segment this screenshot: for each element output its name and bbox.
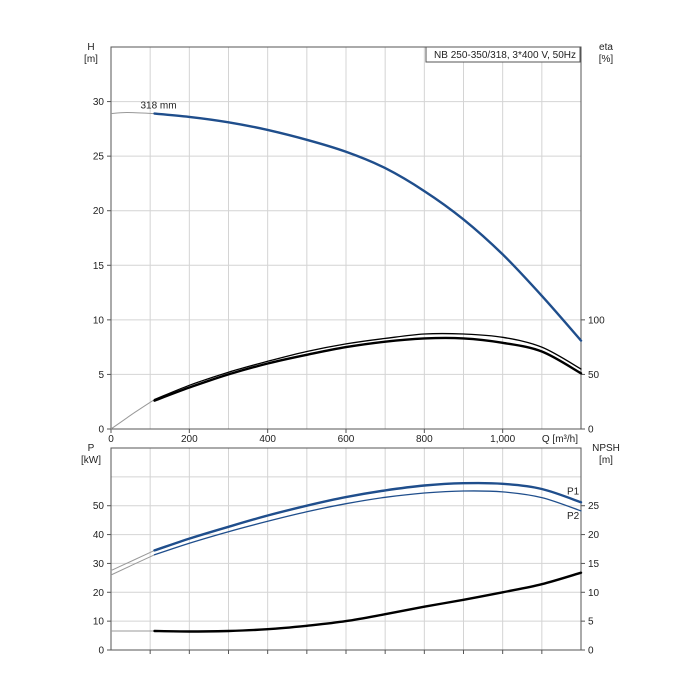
left-axis-label: P	[88, 443, 95, 454]
right-axis-tick-label: 5	[588, 617, 594, 628]
head-efficiency-plot: 0 5 10 15 20 25 30 0 50 100 H[m] eta[%] 0 200 400 600 80…	[84, 42, 613, 445]
left-axis-tick-label: 10	[93, 315, 105, 326]
right-axis-tick-label: 100	[588, 315, 605, 326]
left-axis-tick-label: 20	[93, 206, 105, 217]
right-axis-tick-label: 15	[588, 559, 600, 570]
left-axis-tick-label: 15	[93, 261, 105, 272]
x-axis-tick-label: 800	[416, 434, 433, 445]
x-axis-tick-label: 1,000	[490, 434, 515, 445]
series-extension-line	[110, 549, 155, 572]
left-axis-unit: [kW]	[81, 455, 101, 466]
right-axis-tick-label: 0	[588, 646, 594, 657]
left-axis-tick-label: 5	[98, 370, 104, 381]
x-axis-tick-label: 0	[108, 434, 114, 445]
left-axis-tick-label: 50	[93, 501, 105, 512]
right-axis-unit: [%]	[599, 54, 614, 65]
impeller-diameter-label: 318 mm	[140, 101, 176, 112]
left-axis-tick-label: 0	[98, 646, 104, 657]
left-axis-tick-label: 30	[93, 97, 105, 108]
x-axis-tick-label: 200	[181, 434, 198, 445]
right-axis-tick-label: 50	[588, 370, 600, 381]
right-axis-label: NPSH	[592, 443, 620, 454]
series-label-p2: P2	[567, 511, 580, 522]
series-line	[153, 112, 583, 342]
left-axis-tick-label: 20	[93, 588, 105, 599]
left-axis-tick-label: 0	[98, 425, 104, 436]
right-axis-tick-label: 10	[588, 588, 600, 599]
series-extension-line	[110, 554, 155, 576]
power-npsh-plot: 0 10 20 30 40 50 0 5 10 15 20 25 P[kW] NPSH[m] P1 P2	[81, 443, 620, 657]
title-box: NB 250-350/318, 3*400 V, 50Hz	[425, 46, 581, 63]
series-label-p1: P1	[567, 486, 580, 497]
right-axis-tick-label: 20	[588, 530, 600, 541]
right-axis-unit: [m]	[599, 455, 613, 466]
right-axis-tick-label: 25	[588, 501, 600, 512]
left-axis-tick-label: 30	[93, 559, 105, 570]
right-axis-label: eta	[599, 42, 613, 53]
right-axis-tick-label: 0	[588, 425, 594, 436]
title-box-text: NB 250-350/318, 3*400 V, 50Hz	[434, 50, 576, 61]
series-extension-line	[110, 111, 155, 115]
series-line	[153, 332, 582, 401]
left-axis-unit: [m]	[84, 54, 98, 65]
series-line	[153, 481, 583, 552]
left-axis-tick-label: 10	[93, 617, 105, 628]
left-axis-tick-label: 25	[93, 152, 105, 163]
series-line	[153, 490, 582, 556]
series-line	[153, 571, 583, 633]
x-axis-tick-label: 600	[338, 434, 355, 445]
series-line	[153, 336, 583, 402]
left-axis-label: H	[87, 42, 94, 53]
x-axis-label: Q [m³/h]	[542, 434, 578, 445]
series-extension-line	[110, 399, 155, 430]
x-axis-tick-label: 400	[259, 434, 276, 445]
left-axis-tick-label: 40	[93, 530, 105, 541]
